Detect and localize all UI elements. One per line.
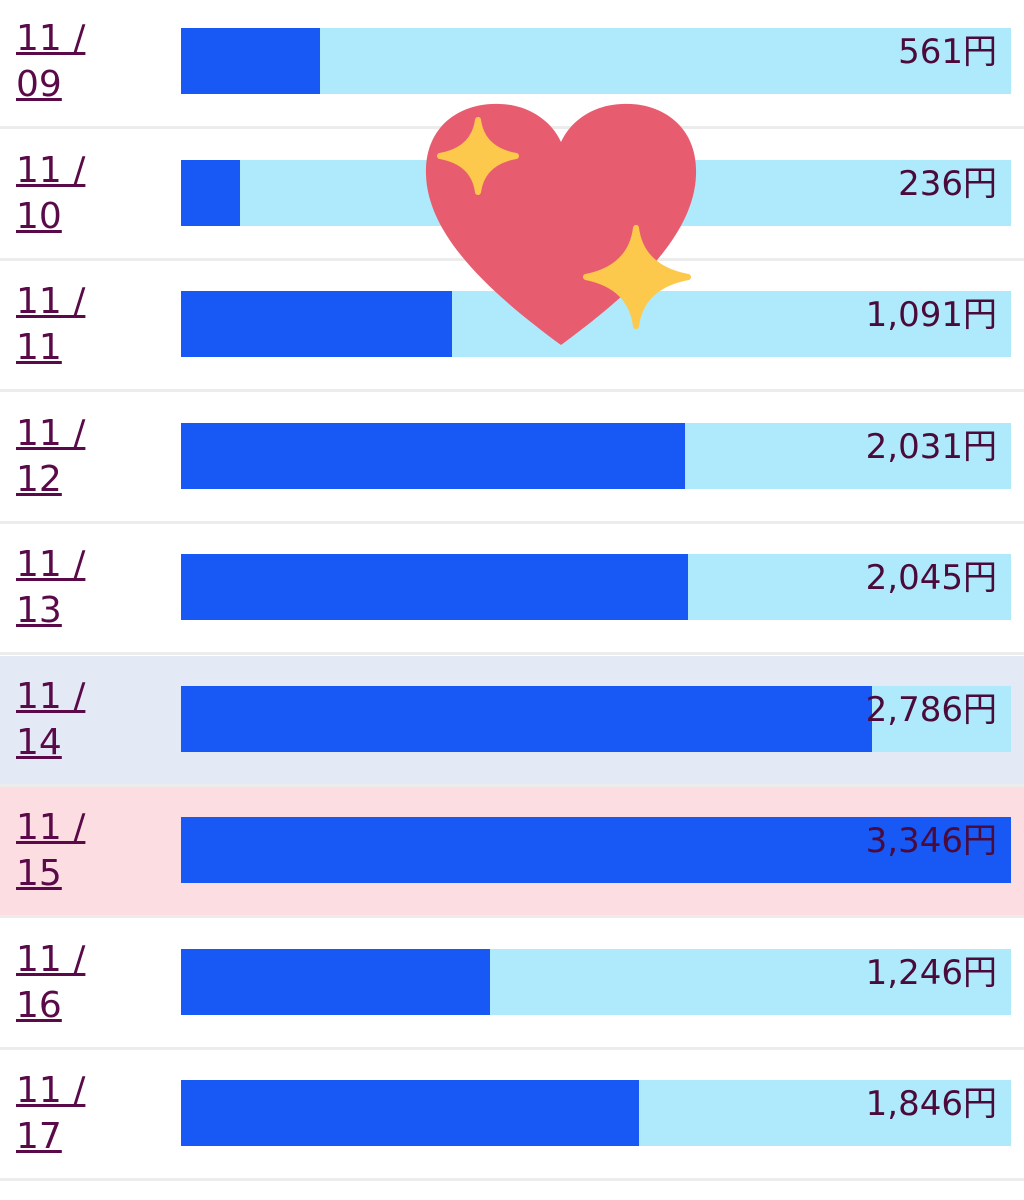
bar-track [181,28,1011,94]
row: 11 / 14 2,786円 [0,655,1024,787]
amount: 2,786円 [865,689,997,730]
amount: 236円 [898,163,997,204]
date-link[interactable]: 11 / 17 [16,1070,86,1157]
bar [181,291,452,357]
row: 11 / 09 561円 [0,0,1024,129]
date-link[interactable]: 11 / 12 [16,412,86,500]
bar [181,1080,639,1146]
bar [181,159,240,226]
bar-track [181,159,1011,226]
date-link[interactable]: 11 / 09 [16,18,86,105]
row: 11 / 17 1,846円 [0,1050,1024,1181]
date-link[interactable]: 11 / 14 [16,675,86,763]
row: 11 / 12 2,031円 [0,393,1024,524]
date-link[interactable]: 11 / 16 [16,938,86,1026]
bar-track [181,554,1011,620]
bar [181,817,1011,883]
amount: 1,091円 [865,295,997,335]
amount: 1,246円 [865,952,997,993]
date-link[interactable]: 11 / 10 [16,149,86,237]
row: 11 / 11 1,091円 [0,261,1024,392]
bar [181,948,491,1015]
row: 11 / 13 2,045円 [0,524,1024,655]
row: 11 / 15 3,346円 [0,787,1024,918]
amount: 2,045円 [865,558,997,598]
bar-track [181,817,1011,883]
amount: 561円 [898,32,997,72]
bar-track [181,685,1011,752]
date-link[interactable]: 11 / 15 [16,807,86,894]
amount: 3,346円 [865,821,997,861]
bar-track [181,948,1011,1015]
bar [181,554,689,620]
row: 11 / 10 236円 [0,130,1024,261]
date-link[interactable]: 11 / 13 [16,544,86,631]
bar-track [181,1080,1011,1146]
amount: 2,031円 [865,426,997,467]
bar-track [181,422,1011,489]
bar [181,422,685,489]
row: 11 / 16 1,246円 [0,919,1024,1050]
amount: 1,846円 [865,1084,997,1124]
date-link[interactable]: 11 / 11 [16,281,86,368]
bar [181,28,321,94]
bar [181,685,873,752]
